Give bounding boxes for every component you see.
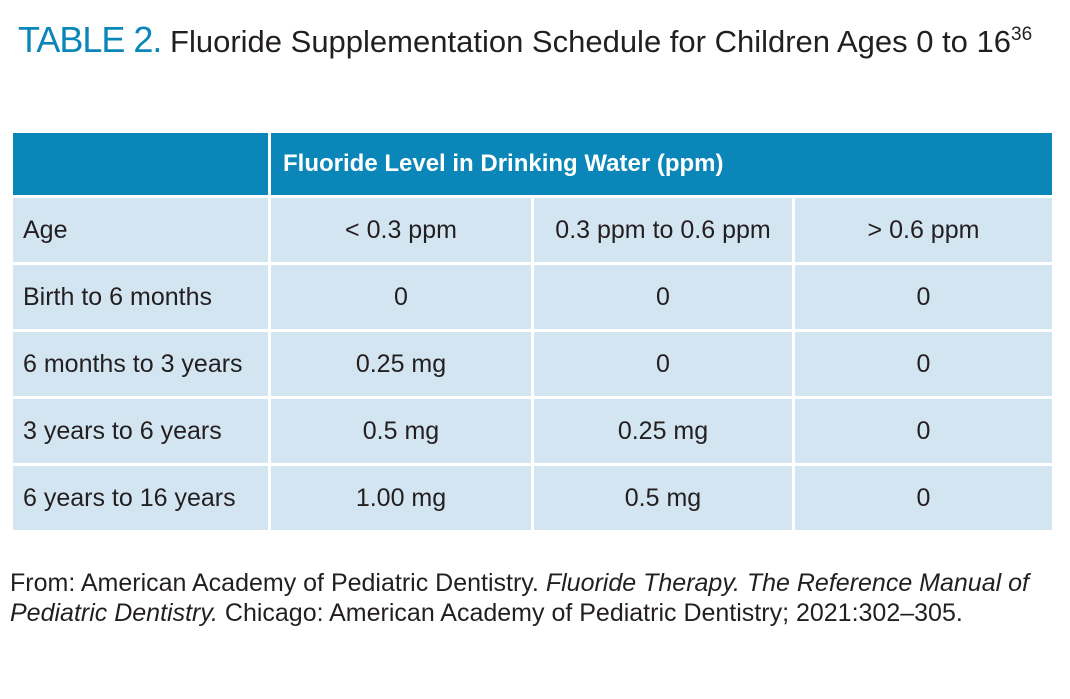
cell: 0.5 mg <box>268 396 534 466</box>
cell: < 0.3 ppm <box>268 195 534 265</box>
row-label: 6 months to 3 years <box>10 329 271 399</box>
source-text: Chicago: American Academy of Pediatric D… <box>224 599 963 627</box>
cell: 0 <box>531 262 795 332</box>
title: TABLE 2. Fluoride Supplementation Schedu… <box>18 19 1063 60</box>
cell: 0 <box>792 329 1055 399</box>
cell: 1.00 mg <box>268 463 534 533</box>
cell: 0 <box>531 329 795 399</box>
header-row: Fluoride Level in Drinking Water (ppm) <box>10 130 1055 198</box>
row-label: 6 years to 16 years <box>10 463 271 533</box>
table: Fluoride Level in Drinking Water (ppm) A… <box>10 130 1055 533</box>
cell: 0.5 mg <box>531 463 795 533</box>
row-label: Age <box>10 195 271 265</box>
table-label: TABLE 2. <box>18 19 162 60</box>
reference: 36 <box>1011 24 1033 45</box>
table-row: 6 months to 3 years 0.25 mg 0 0 <box>10 329 1055 399</box>
table-row: Birth to 6 months 0 0 0 <box>10 262 1055 332</box>
row-label: Birth to 6 months <box>10 262 271 332</box>
source-title: Fluoride Therapy. The Reference Manual o… <box>10 569 1029 627</box>
source: From: American Academy of Pediatric Dent… <box>10 568 1060 628</box>
cell: 0 <box>792 463 1055 533</box>
cell: 0 <box>792 396 1055 466</box>
source-text: From: American Academy of Pediatric Dent… <box>10 569 539 597</box>
table-row: 3 years to 6 years 0.5 mg 0.25 mg 0 <box>10 396 1055 466</box>
header-cell <box>10 130 271 198</box>
group-header: Fluoride Level in Drinking Water (ppm) <box>268 130 1055 198</box>
cell: 0.25 mg <box>531 396 795 466</box>
cell: 0.3 ppm to 0.6 ppm <box>531 195 795 265</box>
column-header-row: Age < 0.3 ppm 0.3 ppm to 0.6 ppm > 0.6 ppm <box>10 195 1055 265</box>
table-row: 6 years to 16 years 1.00 mg 0.5 mg 0 <box>10 463 1055 533</box>
cell: > 0.6 ppm <box>792 195 1055 265</box>
cell: 0 <box>268 262 534 332</box>
cell: 0.25 mg <box>268 329 534 399</box>
row-label: 3 years to 6 years <box>10 396 271 466</box>
table-title: Fluoride Supplementation Schedule for Ch… <box>170 24 1012 59</box>
cell: 0 <box>792 262 1055 332</box>
